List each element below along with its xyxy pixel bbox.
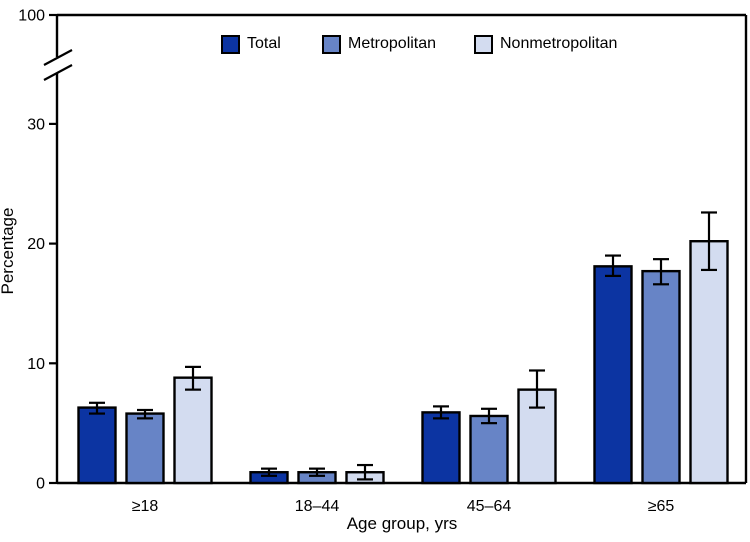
x-axis-category-label: 45–64 bbox=[467, 498, 512, 515]
x-axis-category-label: ≥18 bbox=[132, 498, 159, 515]
axis-break-slash-icon bbox=[43, 49, 73, 66]
y-axis-tick-label: 30 bbox=[27, 116, 45, 133]
y-axis-tick-label: 10 bbox=[27, 356, 45, 373]
x-axis-title: Age group, yrs bbox=[346, 514, 458, 533]
bar-metropolitan-2 bbox=[469, 414, 509, 485]
bar-nonmetropolitan-0 bbox=[173, 376, 213, 485]
y-axis-tick-label: 0 bbox=[36, 476, 45, 493]
y-axis-tick-label: 20 bbox=[27, 236, 45, 253]
bar-metropolitan-0 bbox=[125, 412, 165, 485]
bar-nonmetropolitan-3 bbox=[689, 240, 729, 485]
x-axis-category-label: 18–44 bbox=[295, 498, 340, 515]
bar-metropolitan-3 bbox=[641, 269, 681, 485]
y-axis-title: Percentage bbox=[0, 207, 17, 295]
bar-total-0 bbox=[77, 406, 117, 485]
bar-total-2 bbox=[421, 411, 461, 485]
x-axis-category-label: ≥65 bbox=[648, 498, 675, 515]
axis-break-slash-icon bbox=[43, 64, 73, 81]
bar-total-3 bbox=[593, 265, 633, 485]
y-axis-tick-label: 100 bbox=[18, 8, 45, 25]
